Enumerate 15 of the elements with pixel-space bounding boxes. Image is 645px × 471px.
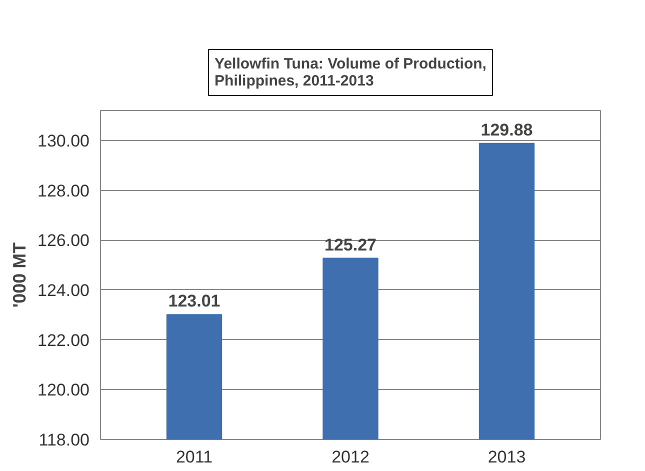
y-axis-title: '000 MT xyxy=(10,242,30,308)
y-tick-label: 126.00 xyxy=(38,231,90,250)
y-tick-label: 122.00 xyxy=(38,330,90,350)
x-tick-label: 2012 xyxy=(332,448,370,466)
y-tick-label: 118.00 xyxy=(38,430,90,450)
y-tick-label: 124.00 xyxy=(38,280,90,300)
data-label: 129.88 xyxy=(480,120,533,140)
x-tick-label: 2013 xyxy=(488,448,526,466)
y-tick-label: 120.00 xyxy=(38,380,90,400)
data-label: 123.01 xyxy=(168,292,220,311)
y-tick-label: 128.00 xyxy=(38,181,90,200)
x-tick-label: 2011 xyxy=(176,448,213,466)
data-label: 125.27 xyxy=(324,235,376,254)
chart-title: Yellowfin Tuna: Volume of Production, Philippines, 2011-2013 xyxy=(214,56,486,90)
y-tick-label: 130.00 xyxy=(38,131,90,150)
